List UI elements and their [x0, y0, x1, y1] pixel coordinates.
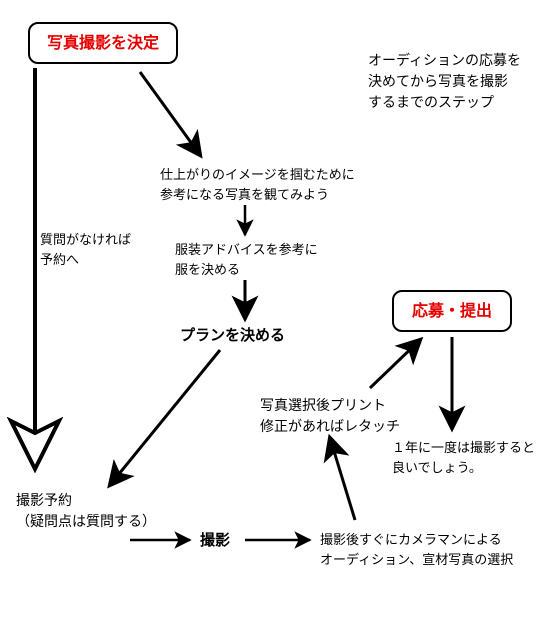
node-plan: プランを決める: [180, 325, 285, 348]
title-block: オーディションの応募を 決めてから写真を撮影 するまでのステップ: [368, 50, 521, 113]
node-note-skip: 質問がなければ 予約へ: [40, 230, 131, 269]
node-yearly: １年に一度は撮影すると 良いでしょう。: [392, 438, 535, 477]
node-submit: 応募・提出: [392, 290, 512, 332]
node-reserve: 撮影予約 （疑問点は質問する）: [16, 490, 156, 532]
node-shoot: 撮影: [200, 530, 230, 553]
flowchart-stage: オーディションの応募を 決めてから写真を撮影 するまでのステップ 写真撮影を決定…: [0, 0, 550, 622]
node-clothes: 服装アドバイスを参考に 服を決める: [175, 240, 318, 279]
edge-plan-to-reserve: [110, 350, 220, 485]
edge-decide-to-ref: [140, 72, 200, 155]
node-ref-photos: 仕上がりのイメージを掴むために 参考になる写真を観てみよう: [160, 165, 355, 204]
node-retouch: 写真選択後プリント 修正があればレタッチ: [260, 395, 400, 437]
node-select: 撮影後すぐにカメラマンによる オーディション、宣材写真の選択: [320, 530, 513, 569]
node-decide-photo: 写真撮影を決定: [28, 22, 178, 64]
edge-select-to-retouch: [330, 438, 355, 520]
edge-retouch-to-submit: [370, 340, 420, 388]
